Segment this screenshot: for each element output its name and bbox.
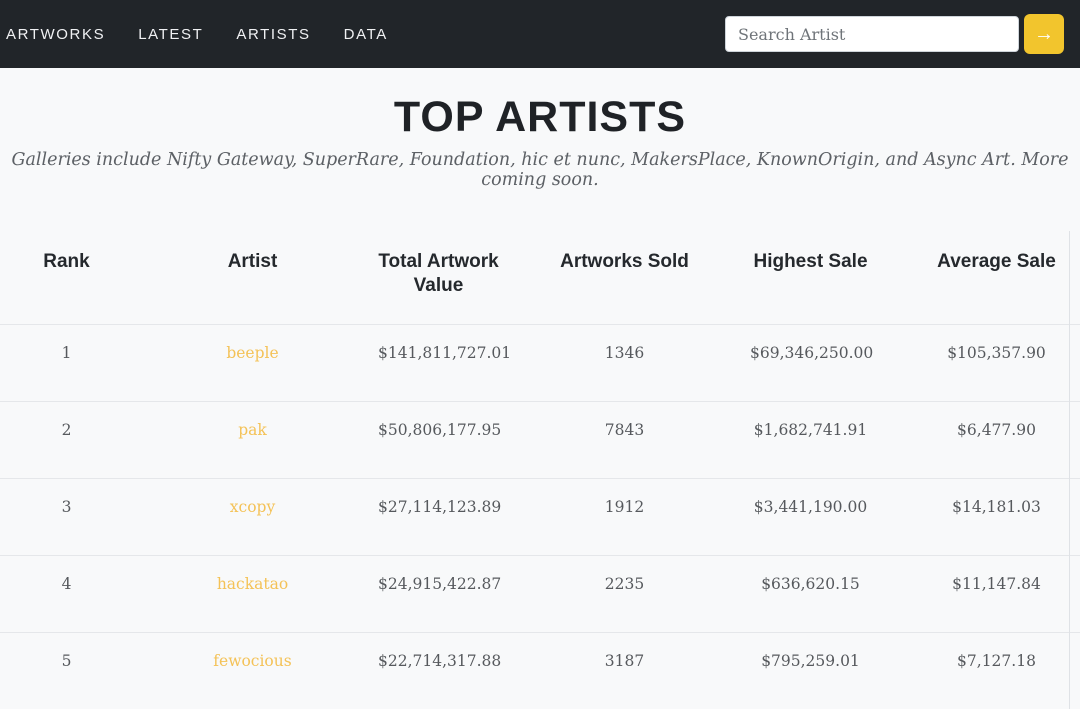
- artist-search-group: →: [725, 14, 1064, 54]
- artworks-sold-cell: 7843: [505, 401, 744, 479]
- page-title: TOP ARTISTS: [393, 93, 687, 141]
- artist-link[interactable]: pak: [238, 421, 267, 439]
- artist-cell: pak: [133, 401, 372, 479]
- average-sale-cell: $11,147.84: [877, 555, 1080, 633]
- artworks-sold-cell: 2235: [505, 555, 744, 633]
- rank-cell: 5: [0, 632, 133, 709]
- column-header-artist: Artist: [227, 251, 278, 272]
- nav-link-latest[interactable]: LATEST: [138, 25, 204, 43]
- nav-link-data[interactable]: DATA: [343, 25, 388, 43]
- table-header-row: Rank Artist Total Artwork Value Artworks…: [0, 236, 1080, 325]
- arrow-right-icon: →: [1034, 23, 1054, 45]
- nav-link-artworks[interactable]: ARTWORKS: [6, 25, 106, 43]
- nav-link-artists[interactable]: ARTISTS: [236, 25, 311, 43]
- rank-cell: 2: [0, 401, 133, 479]
- highest-sale-cell: $795,259.01: [744, 632, 877, 709]
- search-artist-input[interactable]: [725, 16, 1019, 52]
- highest-sale-cell: $3,441,190.00: [744, 478, 877, 556]
- average-sale-cell: $14,181.03: [877, 478, 1080, 556]
- table-right-border: [1069, 231, 1070, 709]
- column-header-average-sale: Average Sale: [937, 251, 1056, 272]
- artist-cell: fewocious: [133, 632, 372, 709]
- rank-cell: 1: [0, 324, 133, 402]
- total-value-cell: $141,811,727.01: [372, 324, 511, 402]
- page-subtitle: Galleries include Nifty Gateway, SuperRa…: [11, 150, 1069, 190]
- rank-cell: 3: [0, 478, 133, 556]
- table-row: 3 xcopy $27,114,123.89 1912 $3,441,190.0…: [0, 478, 1080, 556]
- average-sale-cell: $7,127.18: [877, 632, 1080, 709]
- average-sale-cell: $105,357.90: [877, 324, 1080, 402]
- highest-sale-cell: $1,682,741.91: [744, 401, 877, 479]
- artist-link[interactable]: xcopy: [229, 498, 276, 516]
- search-submit-button[interactable]: →: [1024, 14, 1064, 54]
- table-row: 4 hackatao $24,915,422.87 2235 $636,620.…: [0, 555, 1080, 633]
- table-row: 1 beeple $141,811,727.01 1346 $69,346,25…: [0, 324, 1080, 402]
- total-value-cell: $50,806,177.95: [372, 401, 505, 479]
- artworks-sold-cell: 1912: [505, 478, 744, 556]
- top-navbar: ARTWORKS LATEST ARTISTS DATA →: [0, 0, 1080, 68]
- column-header-highest-sale: Highest Sale: [753, 251, 868, 272]
- column-header-artworks-sold: Artworks Sold: [560, 251, 689, 272]
- top-artists-table-container: Rank Artist Total Artwork Value Artworks…: [0, 236, 1080, 709]
- total-value-cell: $27,114,123.89: [372, 478, 505, 556]
- artist-link[interactable]: hackatao: [216, 575, 289, 593]
- nav-links: ARTWORKS LATEST ARTISTS DATA: [6, 26, 421, 43]
- total-value-cell: $24,915,422.87: [372, 555, 505, 633]
- artist-cell: xcopy: [133, 478, 372, 556]
- top-artists-table: Rank Artist Total Artwork Value Artworks…: [0, 236, 1080, 709]
- average-sale-cell: $6,477.90: [877, 401, 1080, 479]
- artworks-sold-cell: 3187: [505, 632, 744, 709]
- total-value-cell: $22,714,317.88: [372, 632, 505, 709]
- column-header-rank: Rank: [43, 251, 90, 272]
- artist-link[interactable]: fewocious: [213, 652, 292, 670]
- highest-sale-cell: $636,620.15: [744, 555, 877, 633]
- artworks-sold-cell: 1346: [505, 324, 744, 402]
- page-header: TOP ARTISTS Galleries include Nifty Gate…: [0, 68, 1080, 190]
- artist-cell: beeple: [133, 324, 372, 402]
- rank-cell: 4: [0, 555, 133, 633]
- artist-link[interactable]: beeple: [226, 344, 279, 362]
- column-header-total-artwork-value: Total Artwork Value: [378, 251, 499, 296]
- artist-cell: hackatao: [133, 555, 372, 633]
- table-row: 2 pak $50,806,177.95 7843 $1,682,741.91 …: [0, 401, 1080, 479]
- highest-sale-cell: $69,346,250.00: [744, 324, 877, 402]
- table-row: 5 fewocious $22,714,317.88 3187 $795,259…: [0, 632, 1080, 709]
